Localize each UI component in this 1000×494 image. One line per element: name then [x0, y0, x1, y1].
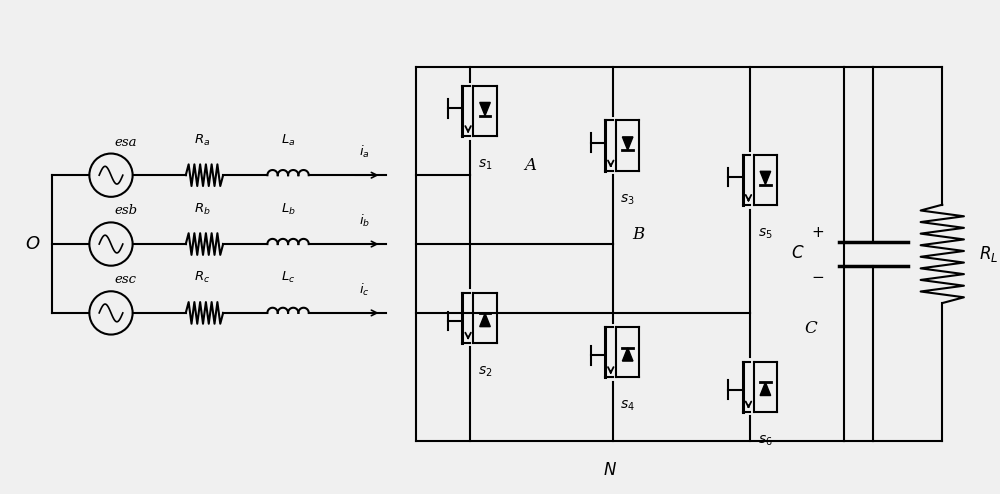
Text: $O$: $O$	[25, 235, 40, 253]
Text: $N$: $N$	[603, 462, 617, 480]
Text: $R_c$: $R_c$	[194, 270, 211, 286]
Polygon shape	[622, 137, 633, 150]
Text: esa: esa	[115, 136, 137, 149]
Text: $R_a$: $R_a$	[194, 132, 211, 148]
Text: B: B	[632, 226, 645, 243]
Text: $s_1$: $s_1$	[478, 158, 492, 172]
Text: $s_2$: $s_2$	[478, 365, 492, 379]
Text: $s_5$: $s_5$	[758, 227, 773, 242]
Polygon shape	[622, 348, 633, 361]
Text: $s_4$: $s_4$	[620, 399, 635, 413]
Text: $s_3$: $s_3$	[620, 193, 635, 207]
Text: $L_b$: $L_b$	[281, 202, 295, 216]
Text: C: C	[805, 320, 817, 336]
Polygon shape	[760, 382, 771, 396]
Text: $C$: $C$	[791, 246, 805, 262]
Text: +: +	[811, 225, 824, 240]
Text: $s_6$: $s_6$	[758, 434, 773, 448]
Text: $L_c$: $L_c$	[281, 270, 295, 286]
Text: $-$: $-$	[811, 268, 824, 283]
Text: $i_a$: $i_a$	[359, 144, 370, 161]
Text: esb: esb	[115, 205, 138, 217]
Text: A: A	[524, 157, 536, 174]
Text: $R_b$: $R_b$	[194, 202, 211, 216]
Polygon shape	[480, 102, 490, 116]
Text: $i_c$: $i_c$	[359, 282, 370, 298]
Text: $i_b$: $i_b$	[359, 213, 370, 229]
Text: $R_L$: $R_L$	[979, 244, 998, 264]
Polygon shape	[760, 171, 771, 185]
Polygon shape	[480, 313, 490, 327]
Text: $L_a$: $L_a$	[281, 132, 295, 148]
Text: esc: esc	[115, 273, 137, 287]
